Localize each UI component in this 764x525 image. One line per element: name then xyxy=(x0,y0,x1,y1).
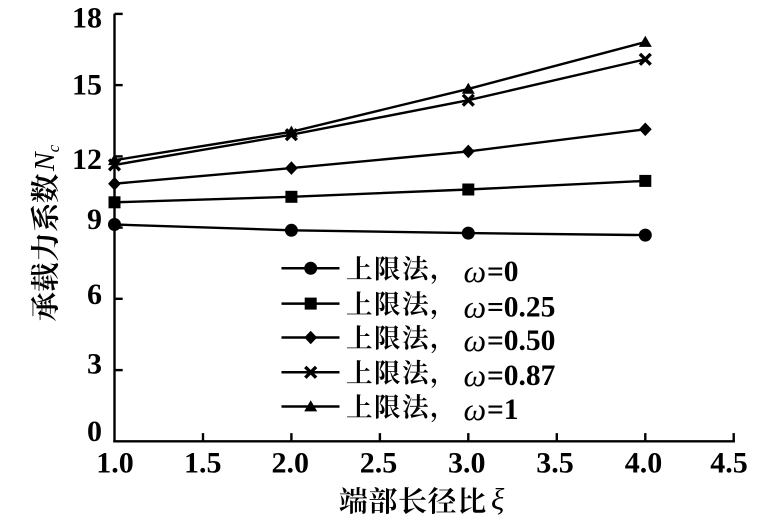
svg-text:9: 9 xyxy=(87,203,102,236)
svg-text:3.0: 3.0 xyxy=(448,446,486,479)
svg-text:3: 3 xyxy=(87,348,102,381)
svg-text:3.5: 3.5 xyxy=(536,446,574,479)
svg-text:ω: ω xyxy=(464,288,487,324)
svg-text:2.0: 2.0 xyxy=(271,446,309,479)
svg-text:=0.50: =0.50 xyxy=(487,325,555,357)
svg-text:ω: ω xyxy=(464,391,487,427)
svg-text:ω: ω xyxy=(464,357,487,393)
svg-text:=1: =1 xyxy=(487,394,519,426)
svg-text:12: 12 xyxy=(72,143,102,176)
svg-text:0: 0 xyxy=(87,415,102,448)
svg-text:1.5: 1.5 xyxy=(184,446,222,479)
svg-text:4.5: 4.5 xyxy=(710,446,748,479)
svg-text:=0.25: =0.25 xyxy=(487,291,555,323)
svg-text:18: 18 xyxy=(72,2,102,35)
svg-text:4.0: 4.0 xyxy=(625,446,663,479)
svg-text:ω: ω xyxy=(464,253,487,289)
svg-text:2.5: 2.5 xyxy=(360,446,398,479)
svg-text:1.0: 1.0 xyxy=(96,446,134,479)
svg-text:ξ: ξ xyxy=(491,482,505,517)
svg-text:ω: ω xyxy=(464,322,487,358)
svg-text:=0.87: =0.87 xyxy=(487,360,556,392)
svg-text:15: 15 xyxy=(72,68,102,101)
svg-text:6: 6 xyxy=(87,278,102,311)
svg-text:=0: =0 xyxy=(487,256,519,288)
